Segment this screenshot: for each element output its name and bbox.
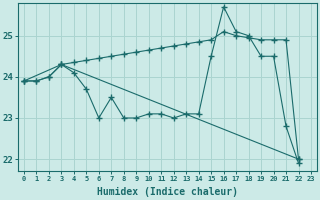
X-axis label: Humidex (Indice chaleur): Humidex (Indice chaleur) — [97, 187, 238, 197]
